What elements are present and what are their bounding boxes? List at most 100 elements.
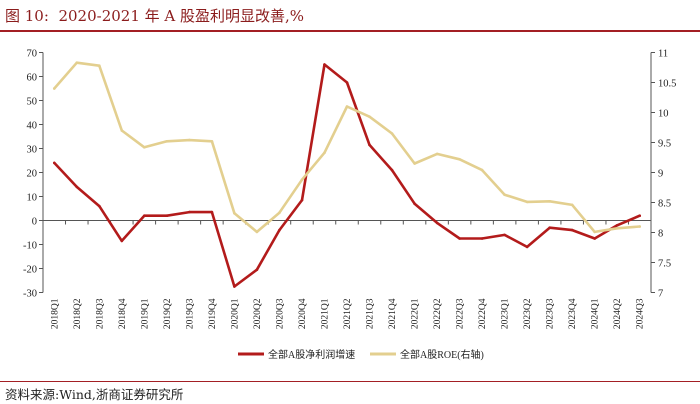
legend-label-2: 全部A股ROE(右轴) <box>400 348 484 361</box>
series-2-point <box>53 87 56 90</box>
right-tick-label: 10 <box>658 109 669 120</box>
series-2-point <box>98 64 101 67</box>
series-1-point <box>188 210 191 214</box>
title-rule <box>0 30 700 32</box>
series-2-point <box>413 162 416 165</box>
series-2-point <box>120 129 124 132</box>
x-tick-label: 2022Q4 <box>478 298 488 329</box>
series-2-point <box>210 140 214 143</box>
left-tick-label: 60 <box>27 73 38 84</box>
series-2-point <box>593 230 596 234</box>
left-tick-label: -30 <box>23 289 37 300</box>
series-1-point <box>525 245 529 249</box>
series-1-point <box>210 210 214 214</box>
x-tick-label: 2019Q3 <box>185 298 195 329</box>
x-tick-label: 2024Q2 <box>613 298 623 329</box>
x-tick-label: 2021Q2 <box>343 298 353 329</box>
x-tick-label: 2018Q1 <box>50 298 60 329</box>
series-1-point <box>548 226 551 229</box>
series-1-point <box>255 268 259 271</box>
legend-label-1: 全部A股净利润增速 <box>268 348 355 361</box>
right-tick-label: 7 <box>658 289 663 300</box>
series-line-1 <box>52 63 642 288</box>
x-tick-label: 2021Q3 <box>366 298 376 329</box>
series-2-point <box>570 203 574 207</box>
right-tick-label: 9 <box>658 169 663 180</box>
series-1-point <box>120 239 124 243</box>
left-tick-label: 0 <box>32 217 37 228</box>
series-1-point <box>413 202 416 205</box>
x-tick-label: 2022Q3 <box>456 298 466 329</box>
right-tick-label: 10.5 <box>658 79 676 90</box>
chart-legend: 全部A股净利润增速 全部A股ROE(右轴) <box>238 348 484 361</box>
series-1-point <box>98 204 101 208</box>
series-2-point <box>435 152 439 156</box>
series-1-point <box>75 185 79 189</box>
series-2-point <box>480 168 484 172</box>
series-2-point <box>255 230 259 234</box>
x-tick-label: 2021Q1 <box>320 298 330 329</box>
x-tick-label: 2018Q3 <box>95 298 105 329</box>
series-1-point <box>503 233 506 237</box>
series-2-point <box>525 200 529 204</box>
right-tick-label: 9.5 <box>658 139 671 150</box>
x-tick-label: 2023Q3 <box>546 298 556 329</box>
left-axis-ticks: -30 -20 -10 0 10 20 30 40 50 60 70 <box>23 49 43 300</box>
left-tick-label: 10 <box>27 193 38 204</box>
source-note: 资料来源:Wind,浙商证券研究所 <box>5 387 184 402</box>
series-2-point <box>345 105 349 108</box>
x-tick-label: 2024Q1 <box>591 298 601 329</box>
series-1-point <box>638 214 641 217</box>
figure-title: 图 10: 2020-2021 年 A 股盈利明显改善,% <box>5 5 304 26</box>
x-tick-label: 2020Q2 <box>253 298 263 329</box>
series-1-point <box>345 81 349 84</box>
series-1-point <box>458 237 461 240</box>
x-tick-label: 2021Q4 <box>388 298 398 329</box>
series-1-point <box>278 228 281 232</box>
x-tick-label: 2022Q2 <box>433 298 443 329</box>
series-2-point <box>390 132 394 135</box>
series-1-point <box>300 198 304 202</box>
x-tick-label: 2019Q2 <box>163 298 173 329</box>
series-2-point <box>165 140 169 143</box>
series-2-point <box>638 225 641 228</box>
series-1-point <box>143 214 146 217</box>
x-tick-label: 2023Q1 <box>501 298 511 329</box>
series-2-point <box>300 178 304 181</box>
series-2-point <box>368 115 371 118</box>
right-axis-ticks: 7 7.5 8 8.5 9 9.5 10 10.5 11 <box>651 49 676 300</box>
x-tick-label: 2024Q3 <box>636 298 646 329</box>
x-tick-label: 2023Q4 <box>568 298 578 329</box>
left-tick-label: -20 <box>23 265 37 276</box>
series-2-point <box>458 158 461 161</box>
series-1-point <box>593 237 596 240</box>
left-tick-label: -10 <box>23 241 37 252</box>
x-tick-label: 2020Q3 <box>275 298 285 329</box>
series-2-point <box>143 146 146 149</box>
right-tick-label: 8.5 <box>658 199 671 210</box>
x-tick-label: 2018Q2 <box>73 298 83 329</box>
series-2-point <box>233 212 236 215</box>
left-tick-label: 70 <box>27 49 38 60</box>
line-chart: -30 -20 -10 0 10 20 30 40 50 60 70 7 7.5 8 8.5 9 9.5 10 1… <box>23 49 676 362</box>
series-1-point <box>390 168 394 172</box>
x-tick-label: 2020Q1 <box>230 298 240 329</box>
source-rule <box>0 381 700 382</box>
x-tick-label: 2018Q4 <box>118 298 128 329</box>
figure-title-text: 2020-2021 年 A 股盈利明显改善,% <box>58 7 305 25</box>
series-2-point <box>188 138 191 142</box>
left-tick-label: 40 <box>27 121 38 132</box>
series-2-point <box>615 227 619 230</box>
x-tick-label: 2022Q1 <box>411 298 421 329</box>
series-1-point <box>435 221 439 225</box>
series-2-point <box>278 211 281 214</box>
title-bar: 图 10: 2020-2021 年 A 股盈利明显改善,% <box>0 0 700 30</box>
series-layer <box>52 61 642 288</box>
series-2-point <box>503 193 506 196</box>
series-2-point <box>323 151 326 154</box>
x-tick-label: 2020Q4 <box>298 298 308 329</box>
series-1-point <box>480 237 484 240</box>
series-1-point <box>233 285 236 288</box>
left-tick-label: 30 <box>27 145 38 156</box>
x-tick-label: 2023Q2 <box>523 298 533 329</box>
